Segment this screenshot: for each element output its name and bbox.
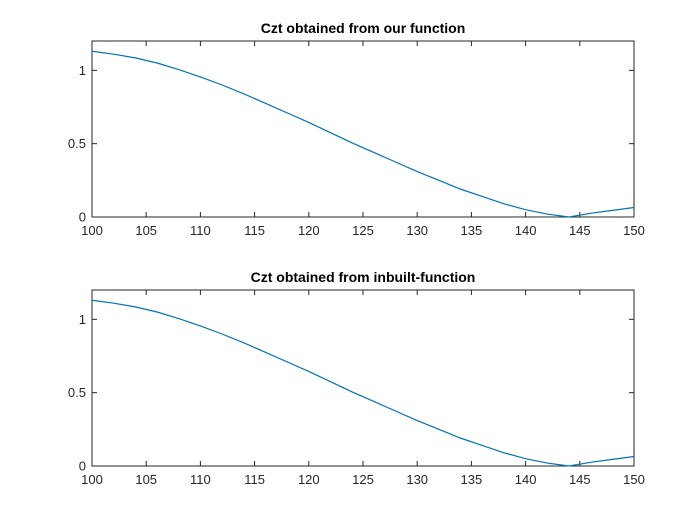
subplot-bottom: Czt obtained from inbuilt-function 100 10…: [68, 269, 645, 487]
y-tick-label: 1: [79, 63, 86, 78]
chart-title: Czt obtained from inbuilt-function: [251, 269, 476, 285]
y-tick-label: 0: [79, 210, 86, 225]
series-line: [91, 299, 635, 467]
x-tick-label: 100: [81, 223, 103, 238]
x-tick-label: 110: [190, 223, 211, 238]
x-tick-label: 115: [244, 223, 265, 238]
x-tick-label: 140: [515, 472, 537, 487]
chart-title: Czt obtained from our function: [261, 20, 466, 36]
x-tick-label: 130: [406, 223, 428, 238]
y-tick-label: 1: [79, 312, 86, 327]
x-tick-label: 120: [298, 472, 320, 487]
series-line: [91, 50, 635, 218]
y-tick-label: 0: [79, 459, 86, 474]
x-tick-label: 150: [623, 223, 645, 238]
x-tick-label: 150: [623, 472, 645, 487]
x-tick-label: 105: [135, 223, 157, 238]
x-tick-label: 100: [81, 472, 103, 487]
subplot-top: Czt obtained from our function 100 105 110…: [68, 20, 645, 238]
x-tick-label: 125: [352, 472, 374, 487]
x-tick-label: 135: [461, 472, 483, 487]
y-tick-label: 0.5: [68, 136, 86, 151]
x-tick-label: 130: [406, 472, 428, 487]
y-tick-label: 0.5: [68, 385, 86, 400]
x-tick-label: 120: [298, 223, 320, 238]
x-tick-label: 110: [190, 472, 211, 487]
x-tick-label: 145: [569, 223, 591, 238]
x-tick-label: 135: [461, 223, 483, 238]
x-tick-label: 105: [135, 472, 157, 487]
x-tick-label: 145: [569, 472, 591, 487]
x-tick-label: 125: [352, 223, 374, 238]
x-tick-label: 115: [244, 472, 265, 487]
x-tick-label: 140: [515, 223, 537, 238]
